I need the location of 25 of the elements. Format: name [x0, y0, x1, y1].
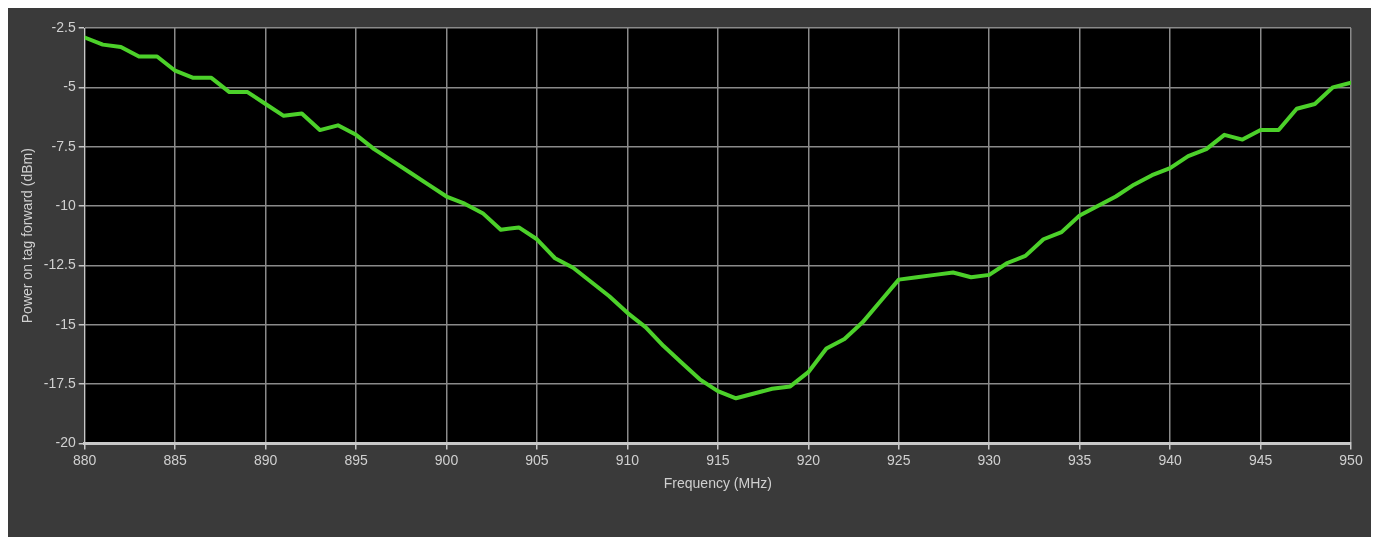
y-tick-label: -15 — [55, 315, 76, 332]
y-tick-label: -5 — [63, 78, 76, 95]
y-tick-label: -7.5 — [51, 137, 76, 154]
x-tick-label: 940 — [1158, 451, 1182, 468]
x-tick-label: 905 — [525, 451, 549, 468]
x-tick-label: 890 — [253, 451, 278, 468]
y-tick-label: -10 — [55, 196, 76, 213]
x-tick-label: 885 — [163, 451, 188, 468]
y-tick-label: -12.5 — [43, 256, 76, 273]
x-tick-label: 910 — [615, 451, 640, 468]
x-tick-label: 895 — [344, 451, 368, 468]
x-tick-label: 935 — [1067, 451, 1092, 468]
y-axis-title: Power on tag forward (dBm) — [19, 148, 36, 324]
x-tick-label: 950 — [1339, 451, 1363, 468]
x-tick-label: 900 — [434, 451, 459, 468]
y-tick-label: -2.5 — [51, 18, 76, 35]
x-tick-label: 925 — [887, 451, 911, 468]
x-tick-label: 930 — [977, 451, 1002, 468]
x-tick-label: 920 — [796, 451, 821, 468]
x-axis-title: Frequency (MHz) — [663, 475, 772, 492]
y-tick-label: -17.5 — [43, 374, 76, 391]
x-tick-label: 880 — [73, 451, 97, 468]
x-tick-label: 915 — [706, 451, 730, 468]
x-tick-label: 945 — [1248, 451, 1273, 468]
y-tick-label: -20 — [55, 434, 76, 451]
